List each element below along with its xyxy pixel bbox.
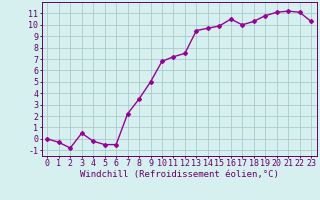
X-axis label: Windchill (Refroidissement éolien,°C): Windchill (Refroidissement éolien,°C) [80,170,279,179]
